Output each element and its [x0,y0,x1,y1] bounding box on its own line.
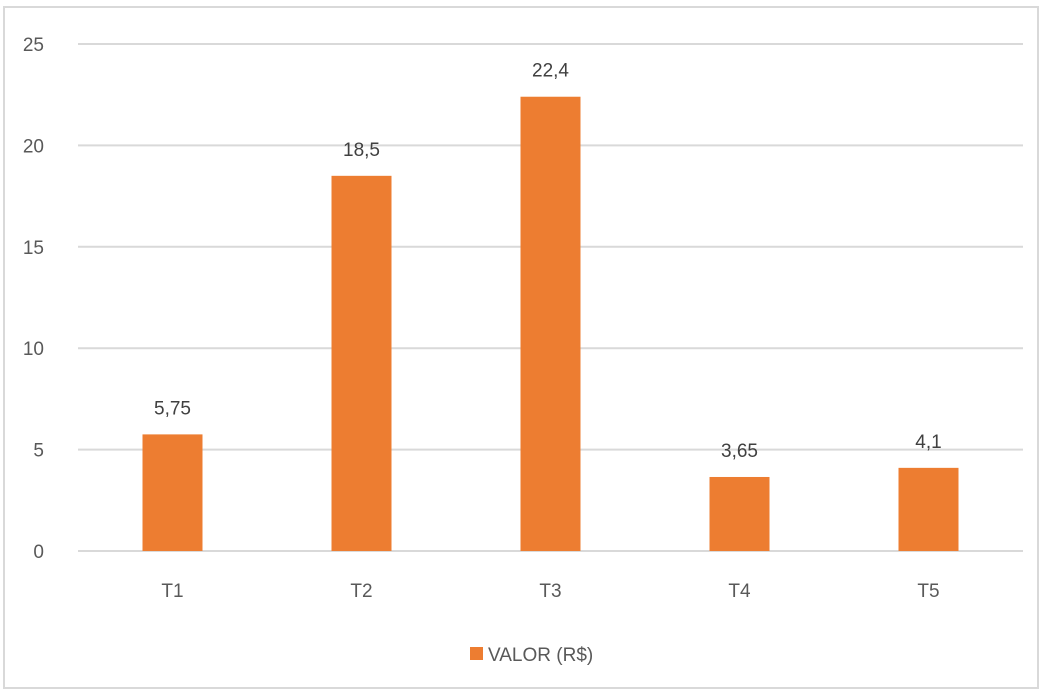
bars [142,96,959,551]
y-tick-label: 25 [23,35,44,56]
bar [898,467,959,551]
bar [331,175,392,551]
data-label: 3,65 [721,441,758,462]
data-label: 5,75 [154,398,191,419]
data-labels: 5,75 18,5 22,4 3,65 4,1 [154,61,942,462]
x-tick-label: T1 [161,581,183,602]
data-label: 18,5 [343,140,380,161]
bar [709,476,770,551]
x-tick-label: T2 [350,581,372,602]
x-axis-ticks: T1 T2 T3 T4 T5 [161,581,939,602]
data-label: 4,1 [915,432,941,453]
data-label: 22,4 [532,61,569,82]
bar [142,434,203,551]
y-tick-label: 10 [23,339,44,360]
x-tick-label: T3 [539,581,561,602]
legend-label: VALOR (R$) [488,645,593,666]
x-tick-label: T5 [917,581,939,602]
y-axis-ticks: 0 5 10 15 20 25 [23,35,44,563]
y-tick-label: 0 [33,542,44,563]
legend: VALOR (R$) [470,645,593,666]
legend-swatch [470,647,483,660]
y-tick-label: 20 [23,136,44,157]
y-tick-label: 5 [33,441,44,462]
y-tick-label: 15 [23,238,44,259]
x-tick-label: T4 [728,581,751,602]
bar [520,96,581,551]
